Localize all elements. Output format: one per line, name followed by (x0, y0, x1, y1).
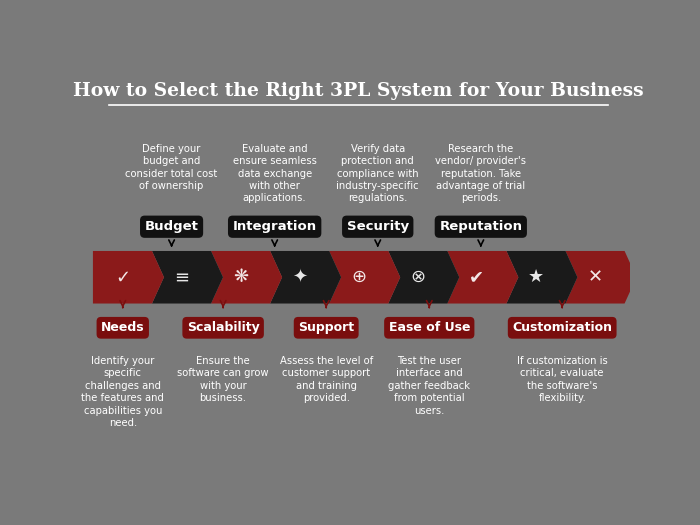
Text: Identify your
specific
challenges and
the features and
capabilities you
need.: Identify your specific challenges and th… (81, 356, 164, 428)
Text: Security: Security (346, 220, 409, 233)
Text: Assess the level of
customer support
and training
provided.: Assess the level of customer support and… (279, 356, 373, 403)
Text: ≡: ≡ (174, 268, 189, 286)
Text: ★: ★ (528, 268, 544, 286)
Text: If customization is
critical, evaluate
the software's
flexibility.: If customization is critical, evaluate t… (517, 356, 608, 403)
Polygon shape (152, 251, 223, 303)
Text: Customization: Customization (512, 321, 612, 334)
Text: ✕: ✕ (587, 268, 603, 286)
Text: Budget: Budget (145, 220, 199, 233)
Text: ⊗: ⊗ (410, 268, 426, 286)
Polygon shape (211, 251, 282, 303)
Polygon shape (329, 251, 400, 303)
Polygon shape (389, 251, 459, 303)
Text: Research the
vendor/ provider's
reputation. Take
advantage of trial
periods.: Research the vendor/ provider's reputati… (435, 144, 526, 204)
Text: How to Select the Right 3PL System for Your Business: How to Select the Right 3PL System for Y… (74, 82, 644, 100)
Text: Ease of Use: Ease of Use (389, 321, 470, 334)
Polygon shape (93, 251, 164, 303)
Text: ✓: ✓ (115, 268, 130, 286)
Text: ⊕: ⊕ (351, 268, 366, 286)
Text: Scalability: Scalability (187, 321, 260, 334)
Polygon shape (506, 251, 578, 303)
Text: Support: Support (298, 321, 354, 334)
Text: Ensure the
software can grow
with your
business.: Ensure the software can grow with your b… (177, 356, 269, 403)
Text: Define your
budget and
consider total cost
of ownership: Define your budget and consider total co… (125, 144, 218, 191)
Text: Integration: Integration (232, 220, 316, 233)
Polygon shape (447, 251, 519, 303)
Text: ✔: ✔ (469, 268, 484, 286)
Text: Verify data
protection and
compliance with
industry-specific
regulations.: Verify data protection and compliance wi… (337, 144, 419, 204)
Polygon shape (270, 251, 341, 303)
Text: ✦: ✦ (292, 268, 307, 286)
Text: Evaluate and
ensure seamless
data exchange
with other
applications.: Evaluate and ensure seamless data exchan… (232, 144, 316, 204)
Text: Needs: Needs (101, 321, 145, 334)
Polygon shape (566, 251, 636, 303)
Text: Test the user
interface and
gather feedback
from potential
users.: Test the user interface and gather feedb… (389, 356, 470, 416)
Text: ❋: ❋ (233, 268, 248, 286)
Text: Reputation: Reputation (440, 220, 522, 233)
